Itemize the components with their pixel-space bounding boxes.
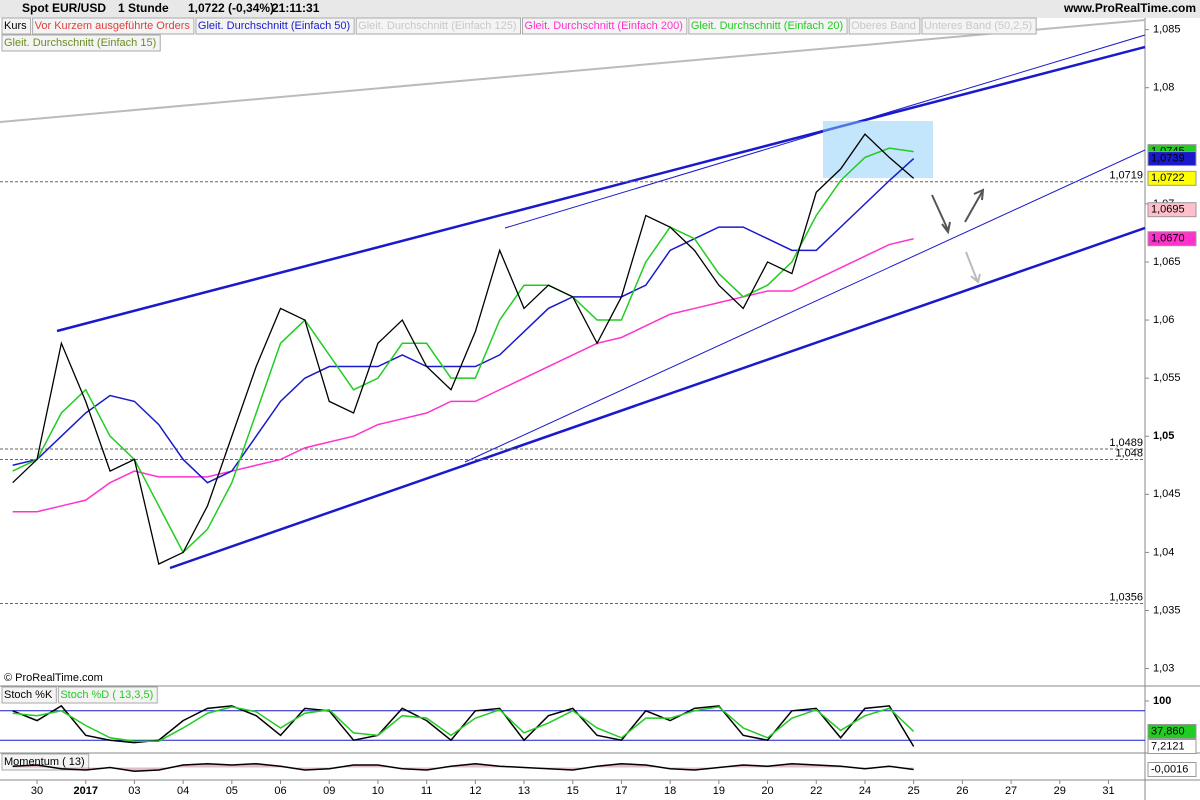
arrow — [965, 251, 981, 284]
legend-box — [32, 17, 195, 35]
y-tick-label: 100 — [1153, 695, 1171, 707]
legend-entry: Kurs — [4, 20, 27, 32]
price: 1,0722 (-0,34%) — [188, 1, 274, 15]
trend-line — [0, 19, 1146, 123]
price-tag — [1147, 231, 1197, 247]
series-line — [12, 238, 914, 513]
legend-entry: Stoch %D ( 13,3,5) — [60, 689, 153, 701]
y-tick-label: 1,045 — [1153, 488, 1181, 500]
y-tick-label: 1,08 — [1153, 82, 1174, 94]
legend-box — [57, 686, 158, 704]
series-line — [12, 762, 914, 773]
y-tick-label: 1,085 — [1153, 24, 1181, 36]
legend-box — [1, 34, 161, 52]
header-bar — [0, 0, 1200, 18]
x-tick-label: 29 — [1054, 785, 1066, 797]
legend-entry: Gleit. Durchschnitt (Einfach 20) — [691, 20, 843, 32]
price-tag — [1147, 170, 1197, 186]
legend-box — [921, 17, 1037, 35]
x-tick-label: 05 — [226, 785, 238, 797]
y-tick-label: 1,06 — [1153, 314, 1174, 326]
x-tick-label: 25 — [908, 785, 920, 797]
legend-entry: Oberes Band — [851, 20, 916, 32]
y-tick-label: 1,035 — [1153, 604, 1181, 616]
price-tag — [1147, 723, 1197, 739]
level-label: 1,0356 — [1109, 591, 1143, 603]
legend-entry: Gleit. Durchschnitt (Einfach 125) — [358, 20, 516, 32]
legend-box — [355, 17, 522, 35]
x-tick-label: 27 — [1005, 785, 1017, 797]
price-tag — [1147, 151, 1197, 167]
x-tick-label: 2017 — [73, 785, 97, 797]
legend-entry: Unteres Band (50,2,5) — [924, 20, 1032, 32]
x-tick-label: 09 — [323, 785, 335, 797]
interval: 1 Stunde — [118, 1, 169, 15]
legend-box — [688, 17, 848, 35]
legend-entry: Gleit. Durchschnitt (Einfach 15) — [4, 37, 156, 49]
x-tick-label: 30 — [31, 785, 43, 797]
series-line — [12, 133, 915, 565]
price-tag — [1147, 739, 1197, 755]
trend-line — [169, 226, 1146, 570]
x-tick-label: 04 — [177, 785, 189, 797]
legend-entry: Vor Kurzem ausgeführte Orders — [35, 20, 191, 32]
x-tick-label: 22 — [810, 785, 822, 797]
price-tag — [1147, 202, 1197, 218]
legend-box — [1, 17, 32, 35]
y-tick-label: 1,03 — [1153, 662, 1174, 674]
legend-entry: Stoch %K — [4, 689, 53, 701]
x-tick-label: 17 — [615, 785, 627, 797]
price-tag — [1147, 762, 1197, 777]
x-tick-label: 20 — [761, 785, 773, 797]
x-tick-label: 11 — [421, 785, 432, 797]
legend-entry: Momentum ( 13) — [4, 756, 85, 768]
price-tag-label: 7,2121 — [1151, 740, 1185, 752]
x-tick-label: 26 — [956, 785, 968, 797]
price-tag-label: 1,0670 — [1151, 233, 1185, 245]
copyright: © ProRealTime.com — [4, 672, 103, 684]
series-line — [12, 158, 915, 484]
y-tick-label: 1,065 — [1153, 256, 1181, 268]
level-label: 1,0489 — [1109, 437, 1143, 449]
arrow — [964, 188, 985, 223]
x-tick-label: 15 — [567, 785, 579, 797]
title: Spot EUR/USD — [22, 1, 106, 15]
trend-line — [56, 45, 1146, 333]
price-tag-label: 37,860 — [1151, 725, 1185, 737]
x-tick-label: 19 — [713, 785, 725, 797]
series-line — [12, 147, 914, 554]
level-label: 1,0719 — [1109, 170, 1143, 182]
x-tick-label: 06 — [274, 785, 286, 797]
legend-box — [195, 17, 355, 35]
price-tag-label: 1,0739 — [1151, 152, 1185, 164]
y-tick-label: 1,05 — [1153, 430, 1174, 442]
x-tick-label: 12 — [469, 785, 481, 797]
price-tag-label: 1,0695 — [1151, 204, 1185, 216]
x-tick-label: 03 — [128, 785, 140, 797]
level-label: 1,048 — [1115, 447, 1143, 459]
y-tick-label: 1,055 — [1153, 372, 1181, 384]
series-line — [12, 704, 915, 747]
legend-box — [848, 17, 921, 35]
x-tick-label: 18 — [664, 785, 676, 797]
site: www.ProRealTime.com — [1063, 1, 1196, 15]
legend-box — [1, 686, 57, 704]
price-tag-label: 1,0722 — [1151, 172, 1185, 184]
legend-entry: Gleit. Durchschnitt (Einfach 200) — [525, 20, 683, 32]
arrow — [931, 194, 951, 235]
x-tick-label: 31 — [1102, 785, 1114, 797]
x-tick-label: 10 — [372, 785, 384, 797]
legend: Kurs Vor Kurzem ausgeführte Orders Gleit. … — [1, 17, 1037, 771]
legend-entry: Gleit. Durchschnitt (Einfach 50) — [198, 20, 350, 32]
series-line — [12, 706, 915, 742]
y-tick-label: 1,04 — [1153, 546, 1174, 558]
legend-box — [522, 17, 688, 35]
x-tick-label: 24 — [859, 785, 871, 797]
x-tick-label: 13 — [518, 785, 530, 797]
price-tag-label: -0,0016 — [1151, 763, 1188, 775]
trend-line — [464, 149, 1146, 463]
time: 21:11:31 — [272, 1, 320, 15]
